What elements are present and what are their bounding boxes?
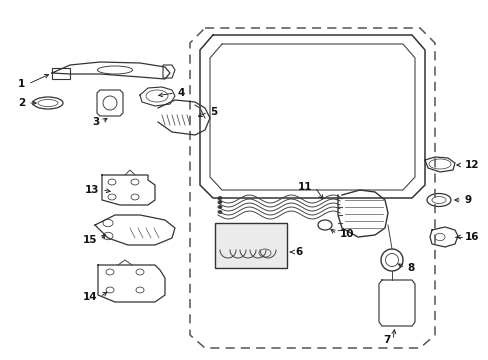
Circle shape	[218, 201, 222, 203]
Text: 8: 8	[407, 263, 414, 273]
Circle shape	[218, 206, 222, 208]
Text: 3: 3	[92, 117, 100, 127]
Text: 1: 1	[18, 79, 25, 89]
Text: 7: 7	[383, 335, 390, 345]
Text: 9: 9	[464, 195, 470, 205]
FancyBboxPatch shape	[215, 223, 286, 268]
Text: 5: 5	[210, 107, 217, 117]
Text: 12: 12	[464, 160, 478, 170]
Text: 16: 16	[464, 232, 478, 242]
Text: 13: 13	[85, 185, 100, 195]
Text: 6: 6	[295, 247, 302, 257]
Text: 11: 11	[298, 182, 312, 192]
Text: 4: 4	[177, 88, 184, 98]
Circle shape	[218, 197, 222, 199]
Text: 10: 10	[339, 229, 353, 239]
Circle shape	[218, 211, 222, 213]
Text: 15: 15	[83, 235, 97, 245]
Text: 2: 2	[18, 98, 25, 108]
Text: 14: 14	[83, 292, 97, 302]
